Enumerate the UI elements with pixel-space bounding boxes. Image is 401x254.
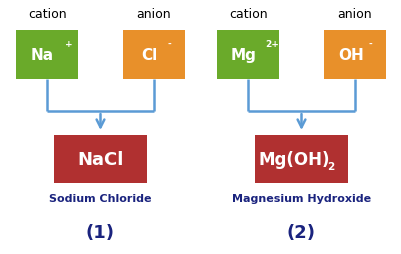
Text: NaCl: NaCl xyxy=(77,150,124,168)
FancyBboxPatch shape xyxy=(16,30,78,80)
Text: (2): (2) xyxy=(286,224,315,242)
Text: Mg: Mg xyxy=(230,48,256,63)
Text: 2: 2 xyxy=(326,162,333,171)
Text: cation: cation xyxy=(228,8,267,21)
Text: anion: anion xyxy=(336,8,371,21)
FancyBboxPatch shape xyxy=(217,30,279,80)
Text: Na: Na xyxy=(31,48,54,63)
Text: Magnesium Hydroxide: Magnesium Hydroxide xyxy=(231,193,370,203)
Text: OH: OH xyxy=(337,48,363,63)
Text: -: - xyxy=(368,40,371,49)
Text: anion: anion xyxy=(136,8,171,21)
Text: 2+: 2+ xyxy=(265,40,279,49)
FancyBboxPatch shape xyxy=(122,30,184,80)
Text: +: + xyxy=(65,40,72,49)
Text: Cl: Cl xyxy=(141,48,158,63)
Text: Mg(OH): Mg(OH) xyxy=(258,150,329,168)
FancyBboxPatch shape xyxy=(323,30,385,80)
Text: (1): (1) xyxy=(86,224,115,242)
Text: cation: cation xyxy=(28,8,67,21)
Text: Sodium Chloride: Sodium Chloride xyxy=(49,193,151,203)
Text: -: - xyxy=(167,40,171,49)
FancyBboxPatch shape xyxy=(54,136,146,183)
FancyBboxPatch shape xyxy=(255,136,347,183)
